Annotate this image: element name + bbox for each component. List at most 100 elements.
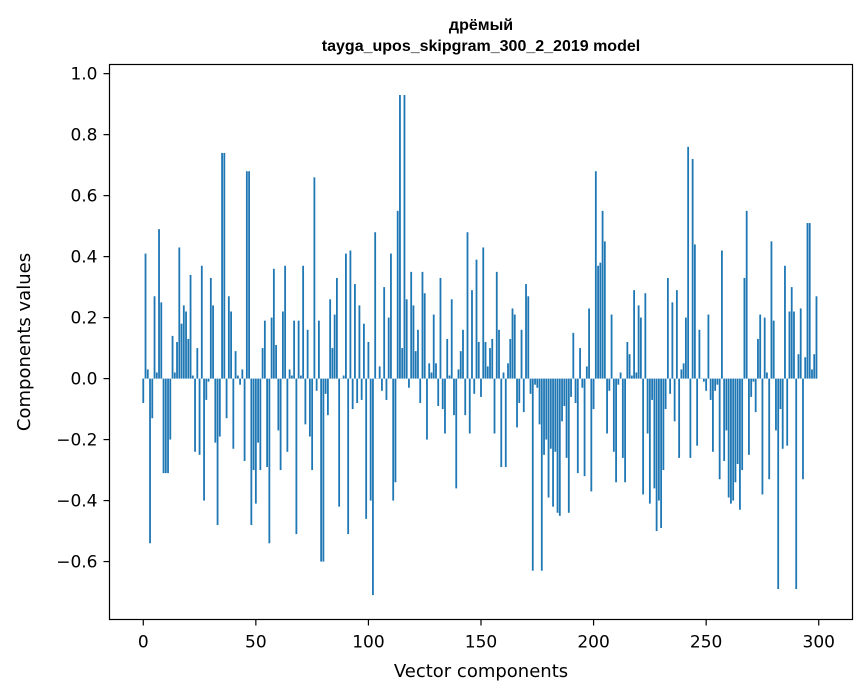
bar-148: [475, 259, 478, 379]
y-tick-label: 0.0: [70, 370, 97, 390]
bar-208: [610, 314, 613, 379]
bar-50: [254, 378, 257, 504]
bar-23: [194, 378, 196, 452]
bar-224: [646, 378, 649, 434]
bar-122: [417, 329, 419, 379]
bar-102: [372, 378, 374, 596]
bar-205: [603, 241, 606, 379]
bar-189: [567, 378, 570, 513]
bar-29: [207, 378, 210, 382]
bar-184: [556, 378, 559, 513]
bar-158: [498, 329, 500, 379]
bar-2: [146, 369, 149, 379]
bar-89: [342, 375, 345, 379]
bar-155: [491, 338, 494, 379]
bar-86: [336, 277, 338, 379]
bar-112: [394, 378, 397, 483]
bar-79: [320, 378, 323, 562]
bar-215: [626, 342, 629, 379]
bar-111: [392, 378, 395, 501]
x-tick-label: 250: [690, 633, 722, 653]
bar-123: [419, 378, 422, 403]
bar-76: [313, 177, 316, 379]
bar-129: [432, 314, 435, 379]
bar-63: [284, 265, 287, 379]
bar-284: [781, 378, 784, 449]
bar-94: [354, 284, 356, 379]
bar-75: [311, 378, 314, 471]
bar-166: [516, 378, 518, 428]
bar-289: [793, 311, 795, 379]
bar-292: [799, 308, 802, 379]
x-tick-label: 50: [245, 633, 267, 653]
bar-30: [209, 277, 212, 379]
bar-270: [750, 378, 753, 397]
bar-8: [160, 302, 163, 379]
bar-278: [768, 378, 771, 480]
bar-36: [223, 152, 226, 379]
bar-261: [730, 378, 732, 504]
bars-group: [142, 94, 818, 596]
x-axis-label: Vector components: [394, 661, 568, 682]
bar-110: [390, 253, 392, 379]
bar-72: [304, 378, 307, 425]
bar-132: [439, 277, 442, 379]
bar-37: [225, 378, 228, 419]
bar-9: [162, 378, 165, 474]
bar-20: [187, 338, 190, 379]
bar-114: [399, 94, 401, 379]
chart-title: дрёмый: [449, 17, 513, 34]
bar-156: [493, 378, 496, 434]
bar-199: [590, 378, 593, 492]
bar-214: [624, 378, 626, 483]
bar-279: [770, 241, 773, 379]
bar-87: [338, 378, 341, 507]
bar-16: [178, 247, 181, 379]
bar-66: [290, 375, 293, 379]
bar-267: [743, 277, 746, 379]
y-axis-ticks: −0.6 −0.4 −0.2 0.0 0.2 0.4 0.6 0.8 1.0: [56, 65, 110, 573]
bar-185: [558, 378, 561, 516]
bar-203: [599, 262, 602, 379]
bar-106: [381, 378, 383, 391]
y-tick-label: 0.8: [70, 126, 97, 146]
bar-295: [806, 223, 809, 379]
bar-55: [266, 378, 269, 468]
bar-168: [520, 329, 523, 379]
bar-146: [471, 290, 473, 379]
bar-217: [630, 375, 633, 379]
bar-26: [200, 265, 203, 379]
bar-51: [257, 378, 259, 443]
bar-4: [151, 378, 154, 419]
bar-24: [196, 348, 199, 379]
bar-134: [444, 378, 446, 434]
bar-197: [585, 366, 588, 379]
plot-frame: [108, 63, 854, 621]
bar-253: [712, 378, 714, 452]
bar-99: [365, 378, 368, 519]
bar-115: [401, 348, 404, 379]
bar-84: [331, 348, 334, 379]
bar-263: [734, 378, 737, 483]
bar-118: [408, 378, 410, 388]
bar-125: [423, 293, 426, 379]
bar-188: [565, 378, 568, 458]
bar-1: [144, 253, 147, 379]
bar-204: [601, 210, 604, 379]
bar-31: [212, 305, 214, 379]
bar-19: [185, 311, 187, 379]
bar-242: [687, 146, 690, 379]
bar-182: [552, 378, 554, 507]
bar-294: [804, 357, 807, 379]
bar-179: [545, 378, 548, 440]
bar-143: [464, 378, 467, 416]
bar-73: [306, 329, 309, 379]
y-tick-label: −0.6: [56, 553, 97, 573]
bar-120: [412, 305, 415, 379]
bar-56: [268, 378, 271, 544]
bar-58: [272, 268, 275, 379]
bar-281: [775, 378, 777, 431]
bar-193: [576, 378, 579, 474]
bar-198: [588, 308, 590, 379]
bar-90: [345, 253, 347, 379]
